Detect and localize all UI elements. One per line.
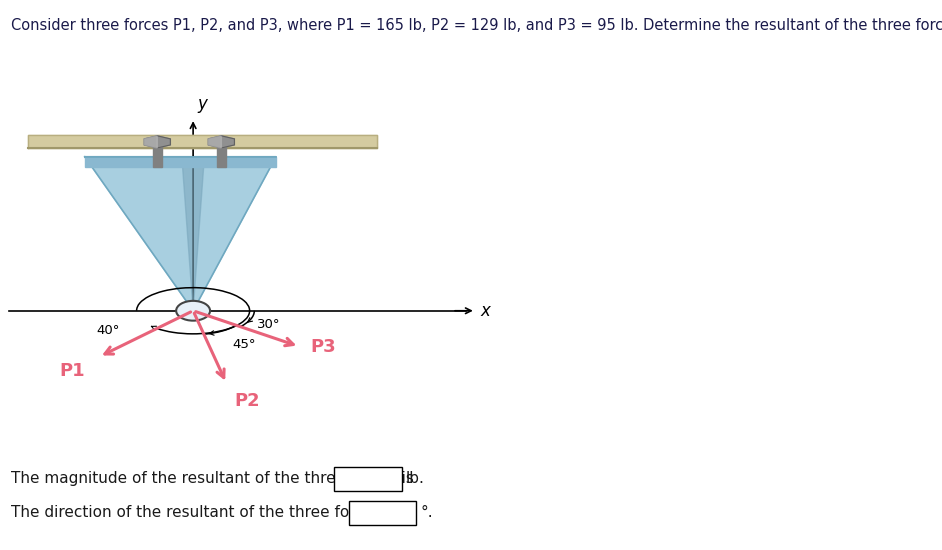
Polygon shape <box>85 157 276 311</box>
Text: °.: °. <box>420 505 432 520</box>
Polygon shape <box>144 136 157 148</box>
Text: x: x <box>480 302 490 320</box>
Polygon shape <box>85 157 276 167</box>
Text: 45°: 45° <box>233 338 256 351</box>
Text: P1: P1 <box>59 362 85 380</box>
Text: The magnitude of the resultant of the three forces is: The magnitude of the resultant of the th… <box>11 471 414 486</box>
Polygon shape <box>208 136 235 148</box>
Polygon shape <box>28 135 377 148</box>
Text: The direction of the resultant of the three forces is θ: The direction of the resultant of the th… <box>11 505 413 520</box>
FancyBboxPatch shape <box>153 145 162 167</box>
Text: lb.: lb. <box>406 471 425 486</box>
Text: P2: P2 <box>234 392 260 410</box>
Text: 40°: 40° <box>97 324 120 337</box>
FancyBboxPatch shape <box>217 145 226 167</box>
Text: Consider three forces P1, P2, and P3, where P1 = 165 lb, P2 = 129 lb, and P3 = 9: Consider three forces P1, P2, and P3, wh… <box>11 18 942 32</box>
Text: 30°: 30° <box>257 318 281 331</box>
Polygon shape <box>208 136 221 148</box>
Polygon shape <box>144 136 171 148</box>
FancyBboxPatch shape <box>349 501 416 525</box>
FancyBboxPatch shape <box>334 467 402 491</box>
Circle shape <box>176 301 210 321</box>
Text: P3: P3 <box>311 338 336 355</box>
Text: y: y <box>198 95 207 113</box>
Polygon shape <box>182 157 204 311</box>
